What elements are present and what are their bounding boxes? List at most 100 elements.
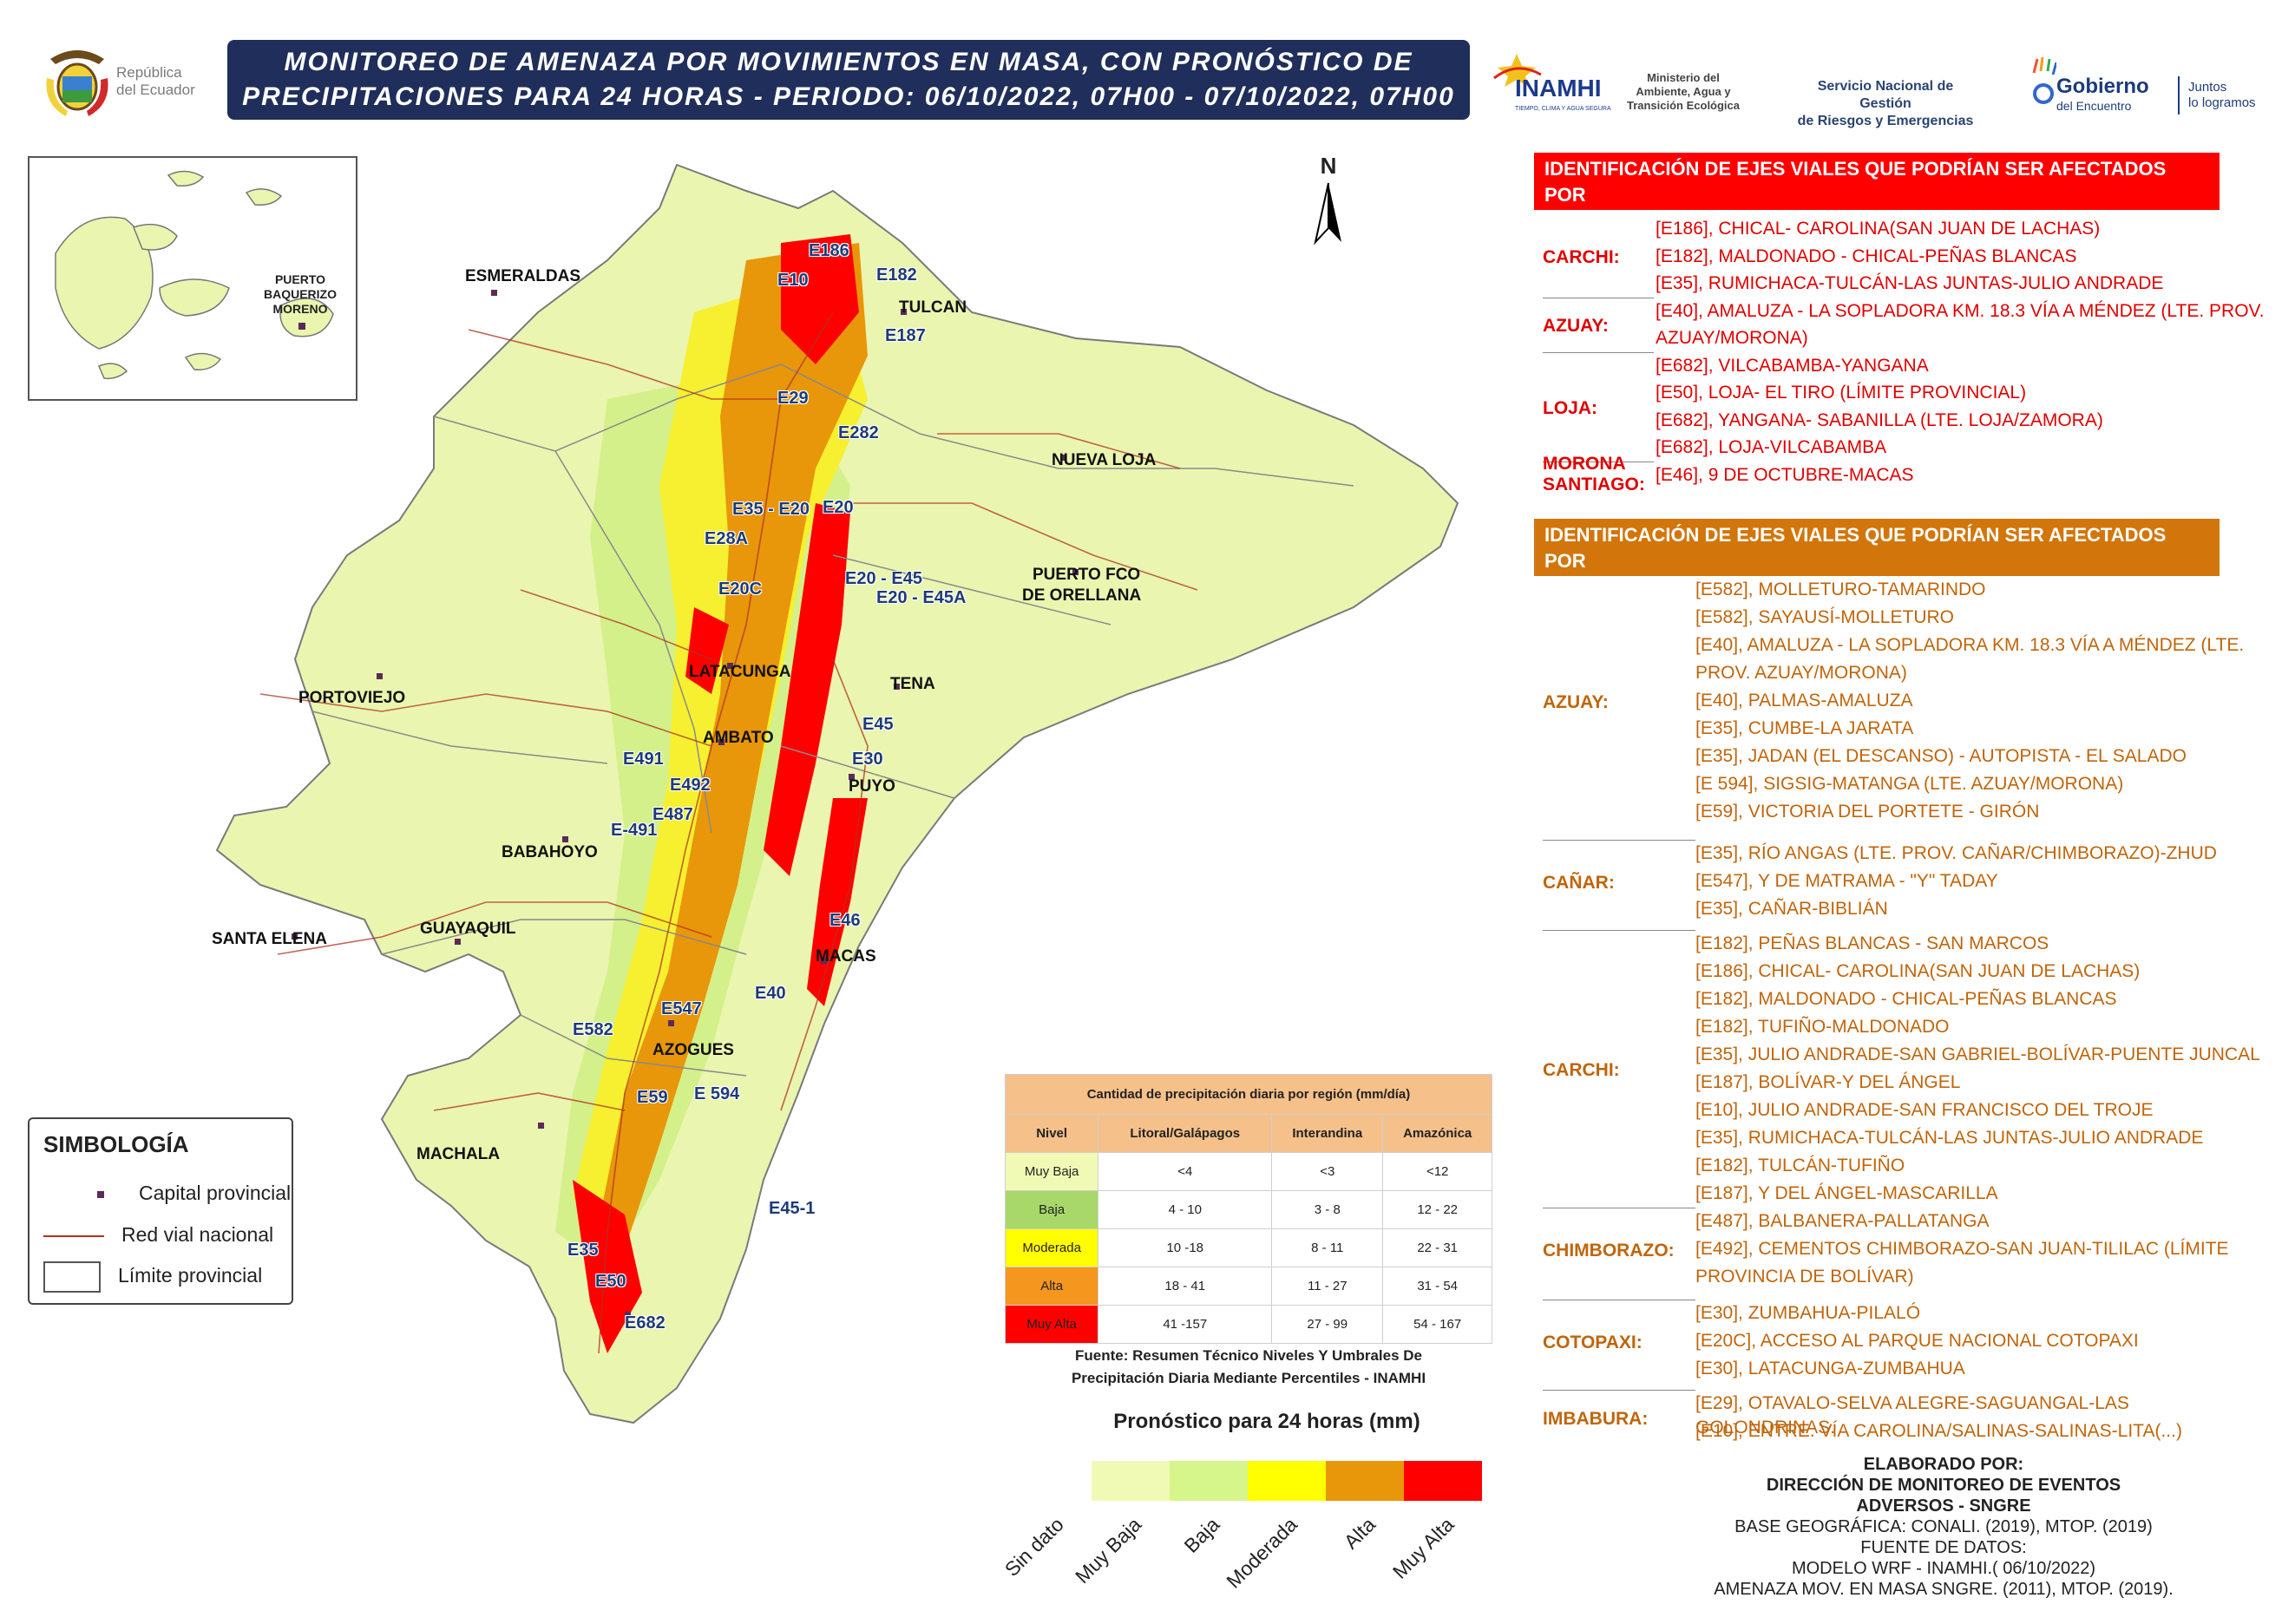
ramp-swatch bbox=[1404, 1461, 1482, 1501]
province-name: CHIMBORAZO: bbox=[1543, 1241, 1675, 1261]
road-label: E46 bbox=[829, 911, 861, 930]
road-label: E59 bbox=[637, 1088, 668, 1107]
forecast-color-ramp bbox=[1092, 1461, 1482, 1501]
high-title-1: IDENTIFICACIÓN DE EJES VIALES QUE PODRÍA… bbox=[1544, 524, 2167, 572]
levels-source-1: Fuente: Resumen Técnico Niveles Y Umbral… bbox=[1075, 1347, 1422, 1364]
level-name: Alta bbox=[1004, 1267, 1099, 1306]
city-portoviejo: PORTOVIEJO bbox=[298, 689, 406, 707]
road-label: E45-1 bbox=[769, 1199, 816, 1218]
level-litoral: 18 - 41 bbox=[1098, 1267, 1273, 1306]
level-amazonica: <12 bbox=[1382, 1152, 1492, 1191]
col-amazonica: Amazónica bbox=[1382, 1114, 1492, 1153]
province-name: CARCHI: bbox=[1543, 247, 1620, 268]
ramp-swatch bbox=[1170, 1461, 1248, 1501]
road-label: E491 bbox=[623, 750, 664, 769]
province-name: AZUAY: bbox=[1543, 692, 1609, 712]
forecast-title: Pronóstico para 24 horas (mm) bbox=[1113, 1410, 1420, 1433]
col-nivel: Nivel bbox=[1004, 1114, 1099, 1153]
province-name: IMBABURA: bbox=[1543, 1409, 1649, 1429]
road-label: E492 bbox=[670, 776, 711, 795]
sngre-line-1: Servicio Nacional de Gestión bbox=[1817, 79, 1954, 111]
road-label: E20 - E45 bbox=[845, 569, 922, 588]
road-segment-item: [E30], ZUMBAHUA-PILALÓ bbox=[1695, 1303, 1921, 1323]
province-name: COTOPAXI: bbox=[1543, 1333, 1643, 1352]
road-label: E29 bbox=[777, 389, 809, 408]
road-segment-item: [E186], CHICAL- CAROLINA(SAN JUAN DE LAC… bbox=[1695, 961, 2141, 981]
map-title: MONITOREO DE AMENAZA POR MOVIMIENTOS EN … bbox=[227, 40, 1470, 120]
symbology-legend: SIMBOLOGÍA Capital provincial Red vial n… bbox=[28, 1117, 293, 1305]
ramp-swatch bbox=[1248, 1461, 1326, 1501]
inamhi-logo: INAMHI TIEMPO, CLIMA Y AGUA SEGURA bbox=[1491, 45, 1638, 120]
road-label: E35 bbox=[567, 1241, 599, 1260]
north-arrow-icon bbox=[1314, 182, 1341, 246]
north-arrow: N bbox=[1307, 153, 1350, 250]
road-segment-item: [E186], CHICAL- CAROLINA(SAN JUAN DE LAC… bbox=[1656, 219, 2101, 239]
government-logo: República del Ecuador bbox=[42, 40, 233, 123]
very-high-header: IDENTIFICACIÓN DE EJES VIALES QUE PODRÍA… bbox=[1534, 153, 2220, 232]
gov-text-1: República bbox=[116, 64, 182, 81]
province-label: AZUAY: bbox=[1543, 692, 1609, 713]
level-row: Baja 4 - 10 3 - 8 12 - 22 bbox=[1004, 1190, 1492, 1229]
ministerio-logo: Ministerio del Ambiente, Agua y Transici… bbox=[1614, 45, 1753, 120]
road-label: E-491 bbox=[611, 821, 658, 840]
level-amazonica: 54 - 167 bbox=[1382, 1305, 1492, 1344]
road-segment-item: [E 594], SIGSIG-MATANGA (LTE. AZUAY/MORO… bbox=[1695, 774, 2124, 794]
road-segment-item: [E10], JULIO ANDRADE-SAN FRANCISCO DEL T… bbox=[1695, 1100, 2154, 1120]
level-amazonica: 22 - 31 bbox=[1382, 1228, 1492, 1267]
title-line-1: MONITOREO DE AMENAZA POR MOVIMIENTOS EN … bbox=[284, 48, 1413, 76]
road-segment-item: [E20C], ACCESO AL PARQUE NACIONAL COTOPA… bbox=[1695, 1331, 2139, 1351]
precipitation-layer bbox=[555, 234, 868, 1353]
level-row: Moderada 10 -18 8 - 11 22 - 31 bbox=[1004, 1228, 1492, 1267]
capital-markers bbox=[292, 290, 1079, 1318]
road-segment-item: [E35], JADAN (EL DESCANSO) - AUTOPISTA -… bbox=[1695, 746, 2187, 766]
road-segment-item: [E30], LATACUNGA-ZUMBAHUA bbox=[1695, 1359, 1965, 1378]
gobierno-line-2: del Encuentro bbox=[2056, 99, 2132, 113]
provincial-borders bbox=[311, 363, 1354, 1077]
credits: ELABORADO POR: DIRECCIÓN DE MONITOREO DE… bbox=[1631, 1454, 2256, 1600]
road-label: E20C bbox=[718, 580, 763, 599]
level-name: Muy Alta bbox=[1004, 1305, 1099, 1344]
galapagos-islands bbox=[55, 170, 334, 380]
road-segment-item: [E487], BALBANERA-PALLATANGA bbox=[1695, 1211, 1990, 1231]
credits-line-4: BASE GEOGRÁFICA: CONALI. (2019), MTOP. (… bbox=[1734, 1517, 2153, 1536]
legend-limit: Límite provincial bbox=[43, 1261, 262, 1293]
legend-limit-label: Límite provincial bbox=[118, 1264, 263, 1287]
road-segment-item: [E40], AMALUZA - LA SOPLADORA KM. 18.3 V… bbox=[1695, 635, 2245, 655]
very-high-title-1: IDENTIFICACIÓN DE EJES VIALES QUE PODRÍA… bbox=[1544, 158, 2167, 206]
road-segment-item: [E50], LOJA- EL TIRO (LÍMITE PROVINCIAL) bbox=[1656, 383, 2027, 403]
city-orellana-2: DE ORELLANA bbox=[1022, 586, 1142, 605]
road-label: E282 bbox=[838, 423, 879, 442]
legend-capital: Capital provincial bbox=[43, 1182, 291, 1205]
gobierno-line-1: Gobierno bbox=[2056, 75, 2149, 98]
road-segment-item: [E492], CEMENTOS CHIMBORAZO-SAN JUAN-TIL… bbox=[1695, 1239, 2229, 1259]
road-label: E40 bbox=[755, 984, 786, 1003]
road-label: E547 bbox=[661, 999, 702, 1018]
road-label: E187 bbox=[885, 326, 926, 345]
road-segment-item: PROVINCIA DE BOLÍVAR) bbox=[1695, 1267, 1914, 1287]
coat-of-arms-icon bbox=[46, 50, 108, 116]
road-label: E487 bbox=[652, 805, 693, 824]
level-litoral: 10 -18 bbox=[1098, 1228, 1273, 1267]
province-label: CARCHI: bbox=[1543, 1060, 1620, 1081]
city-macas: MACAS bbox=[816, 947, 876, 966]
level-row: Alta 18 - 41 11 - 27 31 - 54 bbox=[1004, 1267, 1492, 1306]
road-segment-item: [E182], TULCÁN-TUFIÑO bbox=[1695, 1156, 1905, 1175]
inset-city-2: BAQUERIZO bbox=[264, 287, 337, 301]
province-label: COTOPAXI: bbox=[1543, 1333, 1643, 1353]
north-label: N bbox=[1320, 153, 1337, 179]
high-title-2: MOVIMIENTOS EN MASA A CAUSA DE PRECIPITA… bbox=[1544, 576, 2101, 598]
road-segment-item: [E187], Y DEL ÁNGEL-MASCARILLA bbox=[1695, 1183, 1998, 1203]
ramp-swatch bbox=[1326, 1461, 1404, 1501]
level-interandina: 8 - 11 bbox=[1271, 1228, 1384, 1267]
inamhi-sub: TIEMPO, CLIMA Y AGUA SEGURA bbox=[1515, 106, 1611, 112]
province-label: MORONA SANTIAGO: bbox=[1543, 454, 1645, 495]
city-tena: TENA bbox=[890, 675, 935, 693]
col-litoral: Litoral/Galápagos bbox=[1098, 1114, 1273, 1153]
level-interandina: 11 - 27 bbox=[1271, 1267, 1384, 1306]
road-label: E20 bbox=[823, 498, 854, 517]
limit-box-icon bbox=[43, 1261, 101, 1293]
levels-source: Fuente: Resumen Técnico Niveles Y Umbral… bbox=[1005, 1345, 1492, 1390]
province-label: CAÑAR: bbox=[1543, 873, 1615, 894]
road-segment-item: [E40], AMALUZA - LA SOPLADORA KM. 18.3 V… bbox=[1656, 300, 2265, 321]
road-label: E10 bbox=[777, 271, 809, 290]
